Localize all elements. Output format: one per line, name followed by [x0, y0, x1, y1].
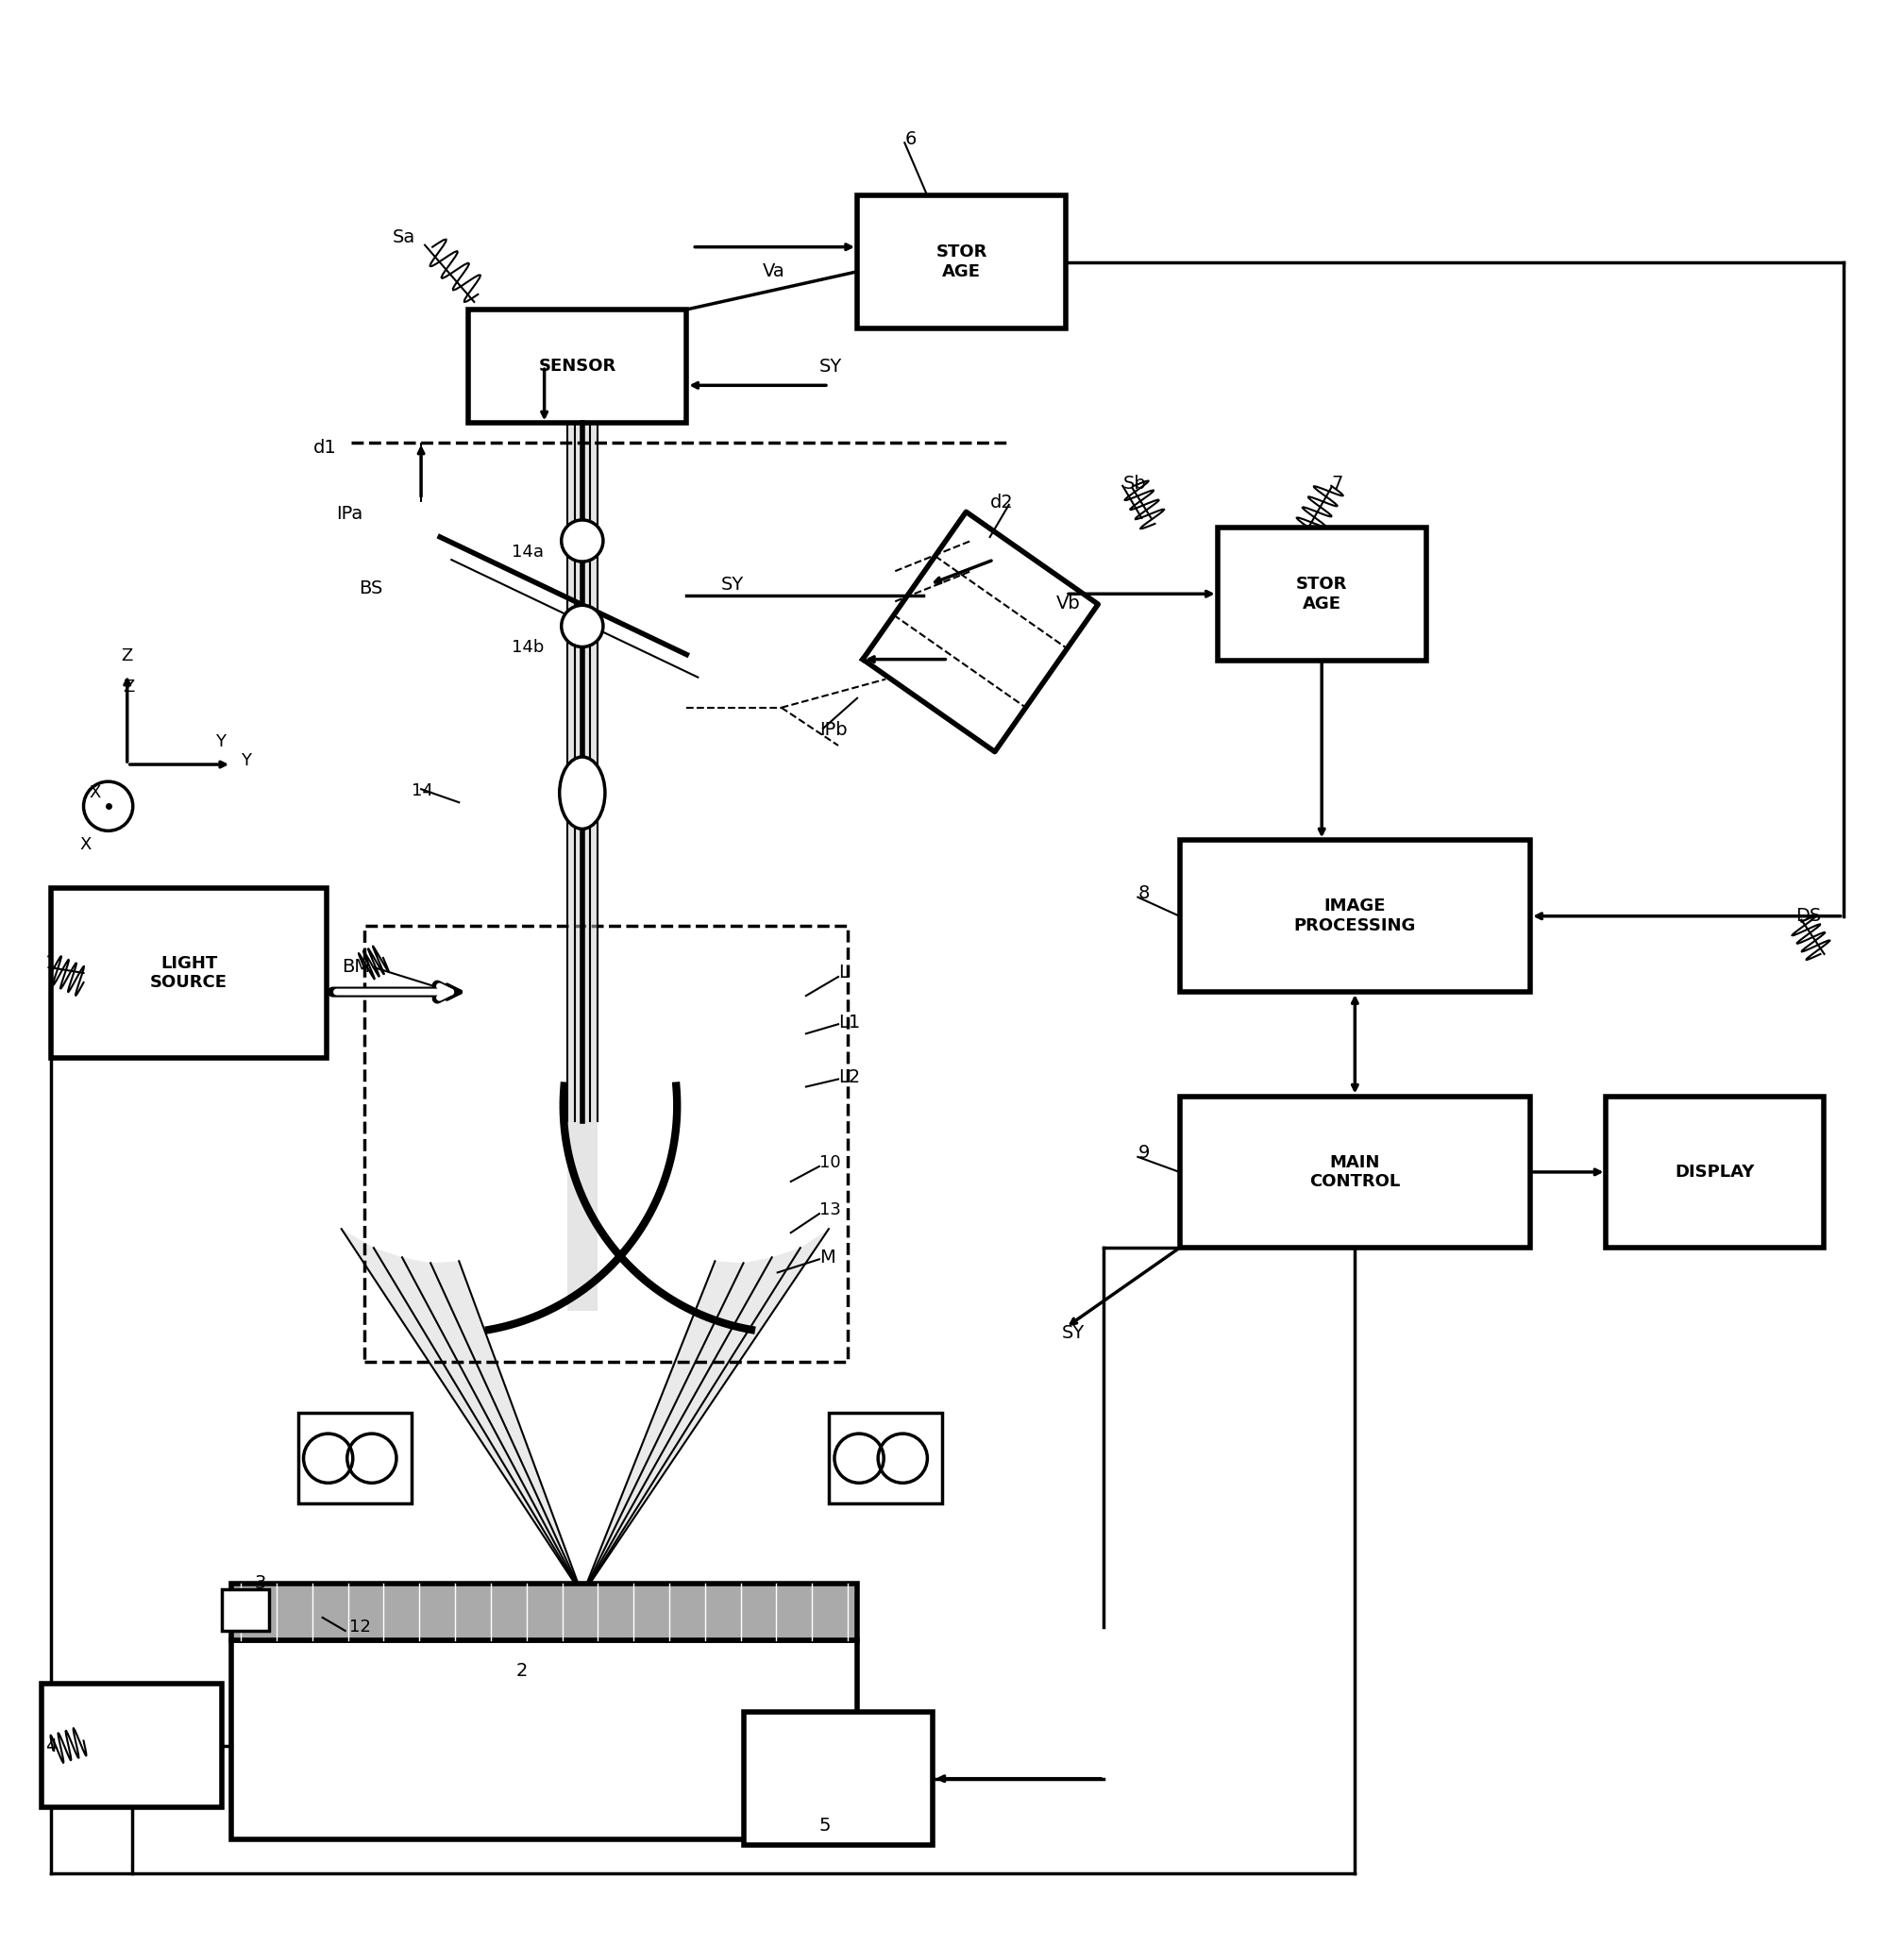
Text: IPb: IPb	[819, 722, 847, 739]
FancyBboxPatch shape	[297, 1413, 411, 1504]
Text: 4: 4	[46, 1738, 57, 1755]
Text: DISPLAY: DISPLAY	[1676, 1164, 1755, 1181]
Text: LIGHT
SOURCE: LIGHT SOURCE	[150, 955, 227, 991]
Text: SY: SY	[722, 576, 744, 594]
Polygon shape	[567, 424, 598, 1310]
FancyBboxPatch shape	[51, 887, 326, 1059]
Polygon shape	[583, 1230, 828, 1596]
Text: STOR
AGE: STOR AGE	[1297, 576, 1348, 613]
Text: IMAGE
PROCESSING: IMAGE PROCESSING	[1295, 897, 1417, 934]
FancyBboxPatch shape	[1217, 527, 1426, 660]
Text: L2: L2	[838, 1068, 861, 1086]
Text: MAIN
CONTROL: MAIN CONTROL	[1310, 1154, 1399, 1191]
Text: 9: 9	[1139, 1144, 1150, 1162]
Text: M: M	[819, 1249, 836, 1267]
Text: 14: 14	[411, 782, 434, 800]
FancyBboxPatch shape	[743, 1712, 933, 1845]
Text: BM: BM	[341, 957, 369, 977]
Text: BS: BS	[358, 580, 383, 597]
Text: SY: SY	[819, 358, 842, 376]
FancyBboxPatch shape	[1180, 1096, 1531, 1247]
Text: d2: d2	[990, 494, 1013, 512]
Text: IPa: IPa	[335, 506, 362, 523]
Text: Sa: Sa	[392, 228, 415, 247]
Text: 6: 6	[904, 130, 916, 148]
Text: d1: d1	[312, 440, 337, 457]
Text: Y: Y	[215, 734, 225, 751]
Text: 7: 7	[1331, 475, 1342, 492]
Text: 5: 5	[819, 1818, 830, 1835]
FancyBboxPatch shape	[1607, 1096, 1824, 1247]
Text: Va: Va	[762, 263, 784, 280]
FancyBboxPatch shape	[1180, 841, 1531, 992]
FancyBboxPatch shape	[468, 309, 687, 424]
FancyBboxPatch shape	[857, 197, 1066, 329]
Text: Sb: Sb	[1123, 475, 1146, 492]
Text: Z: Z	[122, 646, 133, 664]
FancyBboxPatch shape	[232, 1584, 857, 1640]
Polygon shape	[341, 1230, 583, 1596]
Text: 13: 13	[819, 1201, 842, 1218]
Text: 1: 1	[46, 955, 57, 973]
Ellipse shape	[560, 757, 605, 829]
FancyBboxPatch shape	[223, 1590, 268, 1631]
Circle shape	[564, 522, 602, 560]
Text: SY: SY	[1062, 1323, 1085, 1343]
Text: SENSOR: SENSOR	[539, 358, 617, 376]
Text: STOR
AGE: STOR AGE	[937, 243, 986, 280]
Polygon shape	[863, 512, 1099, 751]
Text: X: X	[89, 784, 101, 802]
FancyBboxPatch shape	[232, 1640, 857, 1839]
FancyBboxPatch shape	[828, 1413, 942, 1504]
Text: Y: Y	[242, 753, 251, 769]
Text: 10: 10	[819, 1154, 842, 1171]
Text: Z: Z	[124, 679, 135, 695]
Circle shape	[564, 607, 602, 644]
Text: 3: 3	[255, 1574, 267, 1592]
Text: 12: 12	[348, 1619, 371, 1635]
Text: 14b: 14b	[512, 638, 545, 656]
Text: 2: 2	[516, 1662, 527, 1679]
Text: L: L	[838, 963, 849, 983]
FancyBboxPatch shape	[42, 1683, 223, 1808]
Text: Vb: Vb	[1057, 594, 1081, 613]
Text: X: X	[80, 837, 91, 854]
Text: DS: DS	[1795, 907, 1822, 924]
Text: 14a: 14a	[512, 543, 545, 560]
Text: 8: 8	[1139, 883, 1150, 903]
Text: L1: L1	[838, 1014, 861, 1031]
